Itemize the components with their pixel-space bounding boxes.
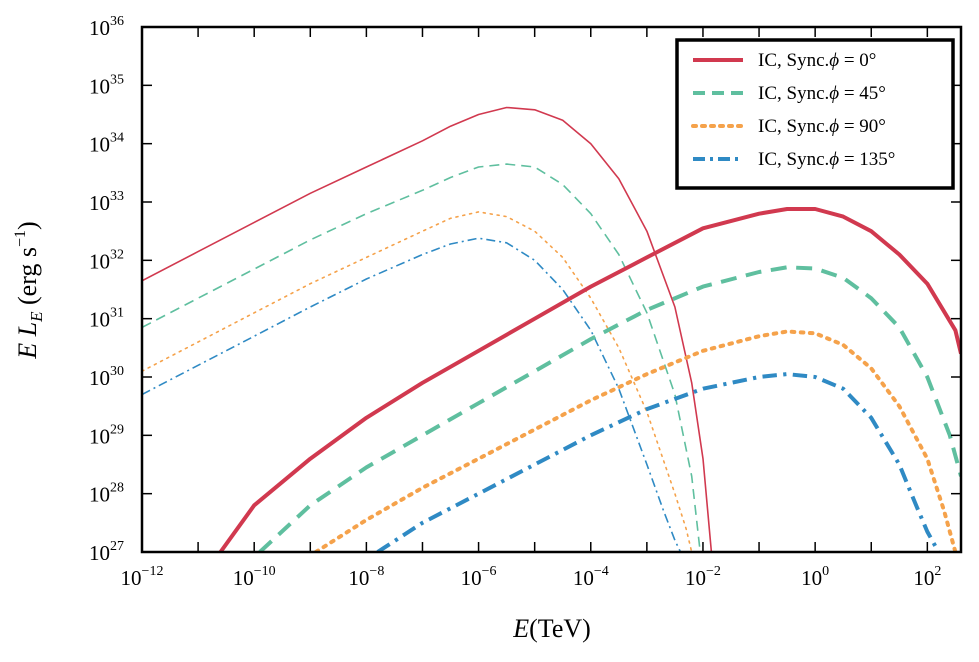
legend-label: IC, Sync.ϕ = 45° xyxy=(758,83,886,104)
y-tick-label: 1027 xyxy=(89,539,124,565)
sync-curve xyxy=(142,237,682,552)
y-tick-label: 1036 xyxy=(89,14,124,40)
y-tick-label: 1034 xyxy=(89,131,124,157)
y-tick-label: 1033 xyxy=(89,189,124,215)
x-axis-label: E(TeV) xyxy=(512,614,591,643)
x-tick-label: 10−6 xyxy=(461,564,497,590)
x-tick-label: 10−8 xyxy=(348,564,384,590)
data-curves xyxy=(142,106,961,552)
ic-curve xyxy=(376,372,941,552)
y-tick-labels: 1027 1028 1029 1030 1031 1032 1033 1034 1035 1036 xyxy=(89,14,124,565)
y-tick-label: 1028 xyxy=(89,481,124,507)
y-axis-label: E LE (erg s−1) xyxy=(12,221,46,359)
plot-frame xyxy=(140,25,963,554)
sync-curve xyxy=(142,163,701,552)
legend-frame xyxy=(675,38,955,190)
x-axis-label-unit: (TeV) xyxy=(529,614,591,643)
y-tick-label: 1032 xyxy=(89,247,124,273)
legend-label: IC, Sync.ϕ = 90° xyxy=(758,116,886,137)
x-tick-labels: 10−12 10−10 10−8 10−6 10−4 10−2 100 102 xyxy=(121,564,942,590)
y-tick-label: 1030 xyxy=(89,364,124,390)
x-tick-label: 10−4 xyxy=(573,564,609,590)
x-tick-label: 100 xyxy=(801,564,829,590)
y-tick-label: 1035 xyxy=(89,72,124,98)
x-tick-label: 10−12 xyxy=(121,564,164,590)
sync-curve xyxy=(142,106,713,552)
x-tick-label: 10−2 xyxy=(685,564,721,590)
ic-curve xyxy=(313,329,958,552)
x-axis-label-var: E xyxy=(512,614,529,643)
ic-curve xyxy=(258,265,961,552)
legend-label: IC, Sync.ϕ = 135° xyxy=(758,149,895,170)
legend: IC, Sync.ϕ = 0° IC, Sync.ϕ = 45° IC, Sync.… xyxy=(675,38,955,190)
y-tick-label: 1029 xyxy=(89,422,124,448)
ic-curve xyxy=(218,207,961,552)
sync-curve xyxy=(142,211,693,552)
y-tick-label: 1031 xyxy=(89,306,124,332)
legend-label: IC, Sync.ϕ = 0° xyxy=(758,50,876,71)
x-tick-label: 102 xyxy=(913,564,941,590)
x-tick-label: 10−10 xyxy=(233,564,276,590)
